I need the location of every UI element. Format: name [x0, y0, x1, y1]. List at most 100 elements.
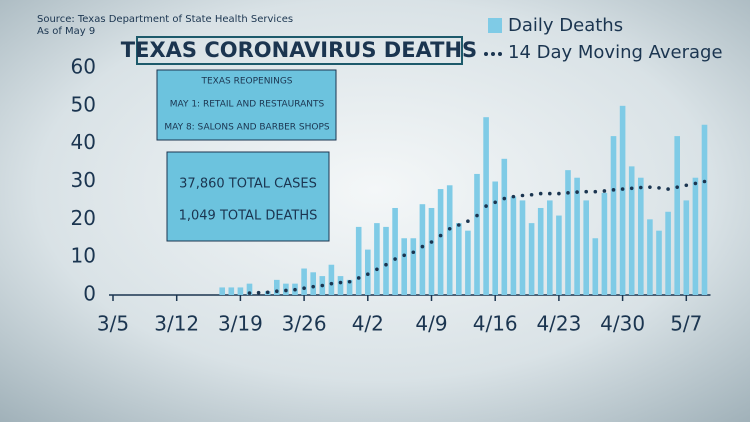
- moving-average-dot: [611, 188, 616, 192]
- moving-average-dot: [384, 262, 388, 267]
- y-tick-label: 60: [71, 55, 96, 79]
- moving-average-dot: [666, 187, 670, 191]
- moving-average-dot: [548, 191, 552, 196]
- moving-average-dot: [447, 226, 452, 231]
- moving-average-dot: [256, 290, 261, 295]
- bar: [638, 177, 644, 295]
- bar: [365, 249, 371, 295]
- legend-dot: [484, 52, 488, 56]
- moving-average-dot: [584, 189, 588, 194]
- moving-average-dot: [557, 191, 561, 196]
- total-deaths: 1,049 TOTAL DEATHS: [179, 209, 318, 224]
- x-tick-label: 4/30: [600, 312, 645, 336]
- bar: [592, 238, 599, 295]
- moving-average-dot: [284, 288, 288, 293]
- moving-average-dot: [247, 291, 252, 295]
- bar: [410, 238, 417, 295]
- bar: [456, 223, 462, 295]
- bar: [246, 283, 253, 295]
- x-tick-label: 4/9: [415, 312, 447, 336]
- moving-average-dot: [366, 272, 370, 276]
- x-tick-label: 3/12: [154, 312, 199, 336]
- totals-box: [166, 151, 330, 242]
- moving-average-dot: [702, 179, 707, 184]
- moving-average-dot: [620, 187, 625, 191]
- legend-label: Daily Deaths: [508, 15, 623, 36]
- bar: [674, 136, 680, 295]
- x-tick-label: 4/16: [473, 312, 518, 336]
- bar: [510, 196, 517, 295]
- y-tick-label: 20: [71, 206, 96, 230]
- y-tick-label: 30: [71, 168, 96, 192]
- moving-average-dot: [302, 286, 306, 290]
- bar: [492, 181, 498, 295]
- bar: [583, 200, 589, 295]
- legend-dot: [491, 52, 495, 56]
- y-tick-label: 50: [71, 92, 96, 116]
- bar: [328, 264, 335, 295]
- moving-average-dot: [493, 200, 498, 205]
- moving-average-dot: [639, 185, 643, 190]
- bar: [547, 200, 553, 295]
- moving-average-dot: [566, 191, 570, 195]
- reopenings-title: TEXAS REOPENINGS: [200, 77, 292, 87]
- moving-average-dot: [538, 191, 543, 196]
- bar: [556, 215, 562, 295]
- moving-average-dot: [629, 186, 634, 191]
- x-tick-label: 4/23: [536, 312, 581, 336]
- bar: [301, 268, 307, 295]
- moving-average-dot: [484, 204, 488, 208]
- bar: [574, 177, 580, 295]
- bar: [337, 276, 344, 295]
- bar: [683, 200, 690, 295]
- bar: [401, 238, 407, 295]
- bar: [474, 173, 480, 295]
- reopening-item: MAY 1: RETAIL AND RESTAURANTS: [170, 100, 325, 110]
- bar: [647, 219, 653, 295]
- bar: [446, 185, 453, 295]
- moving-average-dot: [411, 250, 416, 255]
- bar: [619, 105, 626, 295]
- moving-average-dot: [420, 244, 425, 249]
- bar: [383, 226, 389, 295]
- bar: [665, 211, 671, 295]
- moving-average-dot: [648, 185, 652, 189]
- bar: [355, 226, 362, 295]
- bar: [701, 124, 708, 295]
- moving-average-dot: [375, 267, 379, 272]
- moving-average-dot: [320, 283, 325, 288]
- moving-average-dot: [593, 189, 598, 194]
- moving-average-dot: [684, 183, 689, 188]
- moving-average-dot: [602, 189, 607, 193]
- y-tick-label: 0: [83, 282, 96, 306]
- bar: [465, 230, 471, 295]
- moving-average-dot: [338, 280, 343, 285]
- bar: [219, 287, 225, 295]
- moving-average-dot: [429, 240, 434, 244]
- x-tick-label: 5/7: [670, 312, 702, 336]
- bar: [392, 207, 398, 295]
- moving-average-dot: [675, 185, 679, 189]
- moving-average-dot: [657, 186, 661, 190]
- moving-average-dot: [466, 219, 470, 224]
- x-tick-label: 3/5: [97, 312, 129, 336]
- moving-average-dot: [520, 193, 525, 198]
- bar: [419, 204, 426, 295]
- x-tick-label: 3/19: [218, 312, 263, 336]
- bar: [374, 223, 380, 295]
- bar: [346, 279, 353, 295]
- source: Source: Texas Department of State Health…: [37, 14, 293, 25]
- bar: [228, 287, 235, 295]
- bar: [565, 170, 571, 295]
- bar: [237, 287, 244, 295]
- total-cases: 37,860 TOTAL CASES: [179, 177, 317, 192]
- bar: [656, 230, 662, 295]
- as-of: As of May 9: [37, 26, 95, 37]
- title-box: [136, 36, 463, 65]
- bar: [501, 158, 508, 295]
- y-tick-label: 40: [71, 130, 96, 154]
- bar: [437, 189, 444, 295]
- moving-average-dot: [265, 290, 270, 295]
- legend-dots: [484, 52, 502, 56]
- legend-swatch: [488, 18, 502, 33]
